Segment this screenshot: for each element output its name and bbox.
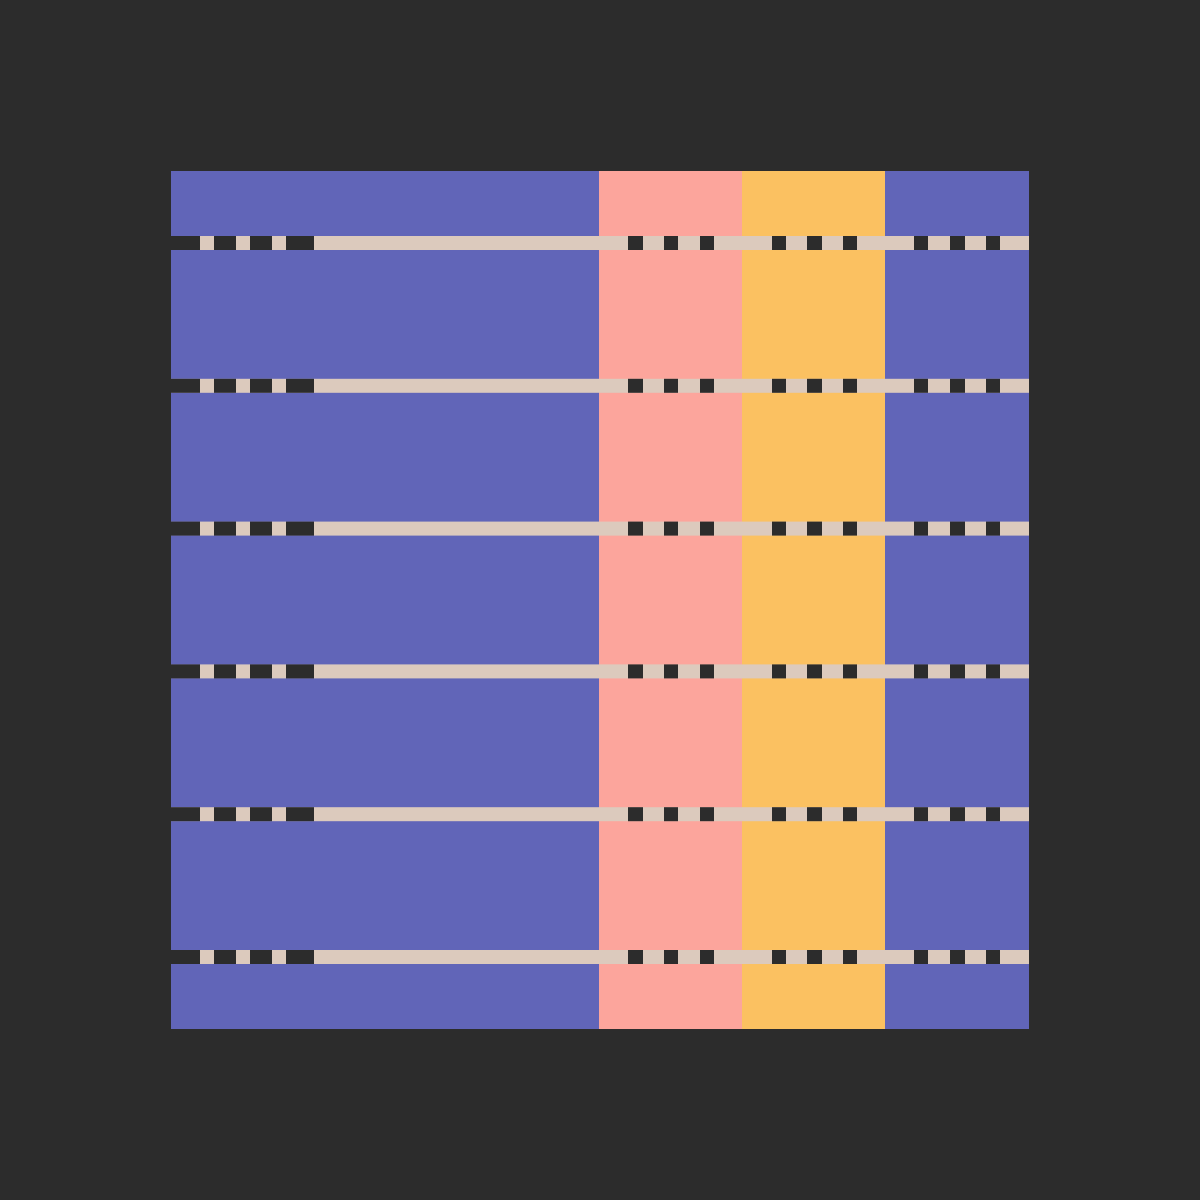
stripe-dash <box>171 236 200 250</box>
stripe-dash <box>807 950 822 964</box>
stripe-dash <box>664 950 678 964</box>
dashed-stripes <box>171 236 1029 964</box>
stripe-dash <box>843 950 857 964</box>
stripe-dash <box>628 950 643 964</box>
stripe-dash <box>214 664 236 679</box>
stripe-dash <box>214 521 236 536</box>
column-pink <box>599 171 742 1029</box>
stripe-dash <box>950 521 965 536</box>
stripe-dash <box>250 664 272 679</box>
stripe <box>171 378 1029 393</box>
stripe-dash <box>286 950 314 964</box>
color-columns <box>171 171 1029 1029</box>
stripe <box>171 664 1029 679</box>
stripe-dash <box>914 378 928 393</box>
stripe-dash <box>843 236 857 250</box>
stripe-dash <box>214 378 236 393</box>
stripe-dash <box>664 521 678 536</box>
stripe-dash <box>171 521 200 536</box>
stripe-dash <box>700 807 714 822</box>
stripe-dash <box>664 236 678 250</box>
stripe-dash <box>250 950 272 964</box>
stripe-dash <box>171 950 200 964</box>
stripe-dash <box>986 807 1000 822</box>
stripe-dash <box>772 521 786 536</box>
column-blue <box>171 171 599 1029</box>
stripe <box>171 807 1029 822</box>
column-blue <box>885 171 1029 1029</box>
stripe-dash <box>250 236 272 250</box>
stripe-dash <box>843 378 857 393</box>
stripe-dash <box>700 236 714 250</box>
stripe-dash <box>250 521 272 536</box>
stripe-dash <box>171 378 200 393</box>
stripe-dash <box>171 807 200 822</box>
stripe-dash <box>986 521 1000 536</box>
stripe-dash <box>772 236 786 250</box>
stripe-dash <box>807 664 822 679</box>
stripe-dash <box>286 807 314 822</box>
stripe-dash <box>843 807 857 822</box>
stripe-dash <box>914 521 928 536</box>
stripe-dash <box>914 807 928 822</box>
stripe-dash <box>950 807 965 822</box>
stripe-dash <box>807 807 822 822</box>
stripe-dash <box>986 236 1000 250</box>
stripe-dash <box>628 664 643 679</box>
stripe-dash <box>986 950 1000 964</box>
stripe-dash <box>914 950 928 964</box>
stripe-dash <box>950 236 965 250</box>
stripe-dash <box>250 807 272 822</box>
stripe <box>171 521 1029 536</box>
stripe-dash <box>628 236 643 250</box>
stripe-dash <box>807 378 822 393</box>
stripe-dash <box>664 807 678 822</box>
stripe-dash <box>286 664 314 679</box>
stripe-dash <box>250 378 272 393</box>
stripe-dash <box>772 807 786 822</box>
stripe <box>171 950 1029 964</box>
stripe-dash <box>807 236 822 250</box>
stripe-dash <box>700 950 714 964</box>
stripe-dash <box>214 236 236 250</box>
stripe-dash <box>700 521 714 536</box>
stripe-dash <box>986 378 1000 393</box>
stripe-dash <box>664 664 678 679</box>
stripe <box>171 236 1029 250</box>
stripe-dash <box>772 950 786 964</box>
stripe-dash <box>286 236 314 250</box>
stripe-dash <box>628 378 643 393</box>
stripe-dash <box>286 521 314 536</box>
stripe-dash <box>772 664 786 679</box>
stripe-dash <box>700 664 714 679</box>
stripe-dash <box>914 236 928 250</box>
stripe-dash <box>950 950 965 964</box>
stripe-dash <box>628 807 643 822</box>
stripe-dash <box>843 664 857 679</box>
stripe-dash <box>772 378 786 393</box>
stripe-dash <box>214 807 236 822</box>
stripe-dash <box>286 378 314 393</box>
stripe-dash <box>950 378 965 393</box>
stripe-dash <box>664 378 678 393</box>
stripe-dash <box>171 664 200 679</box>
stripe-dash <box>700 378 714 393</box>
stripe-dash <box>214 950 236 964</box>
stripe-dash <box>950 664 965 679</box>
stripe-dash <box>986 664 1000 679</box>
stripe-dash <box>843 521 857 536</box>
stripe-dash <box>914 664 928 679</box>
stripe-dash <box>628 521 643 536</box>
column-yellow <box>742 171 885 1029</box>
stripe-dash <box>807 521 822 536</box>
